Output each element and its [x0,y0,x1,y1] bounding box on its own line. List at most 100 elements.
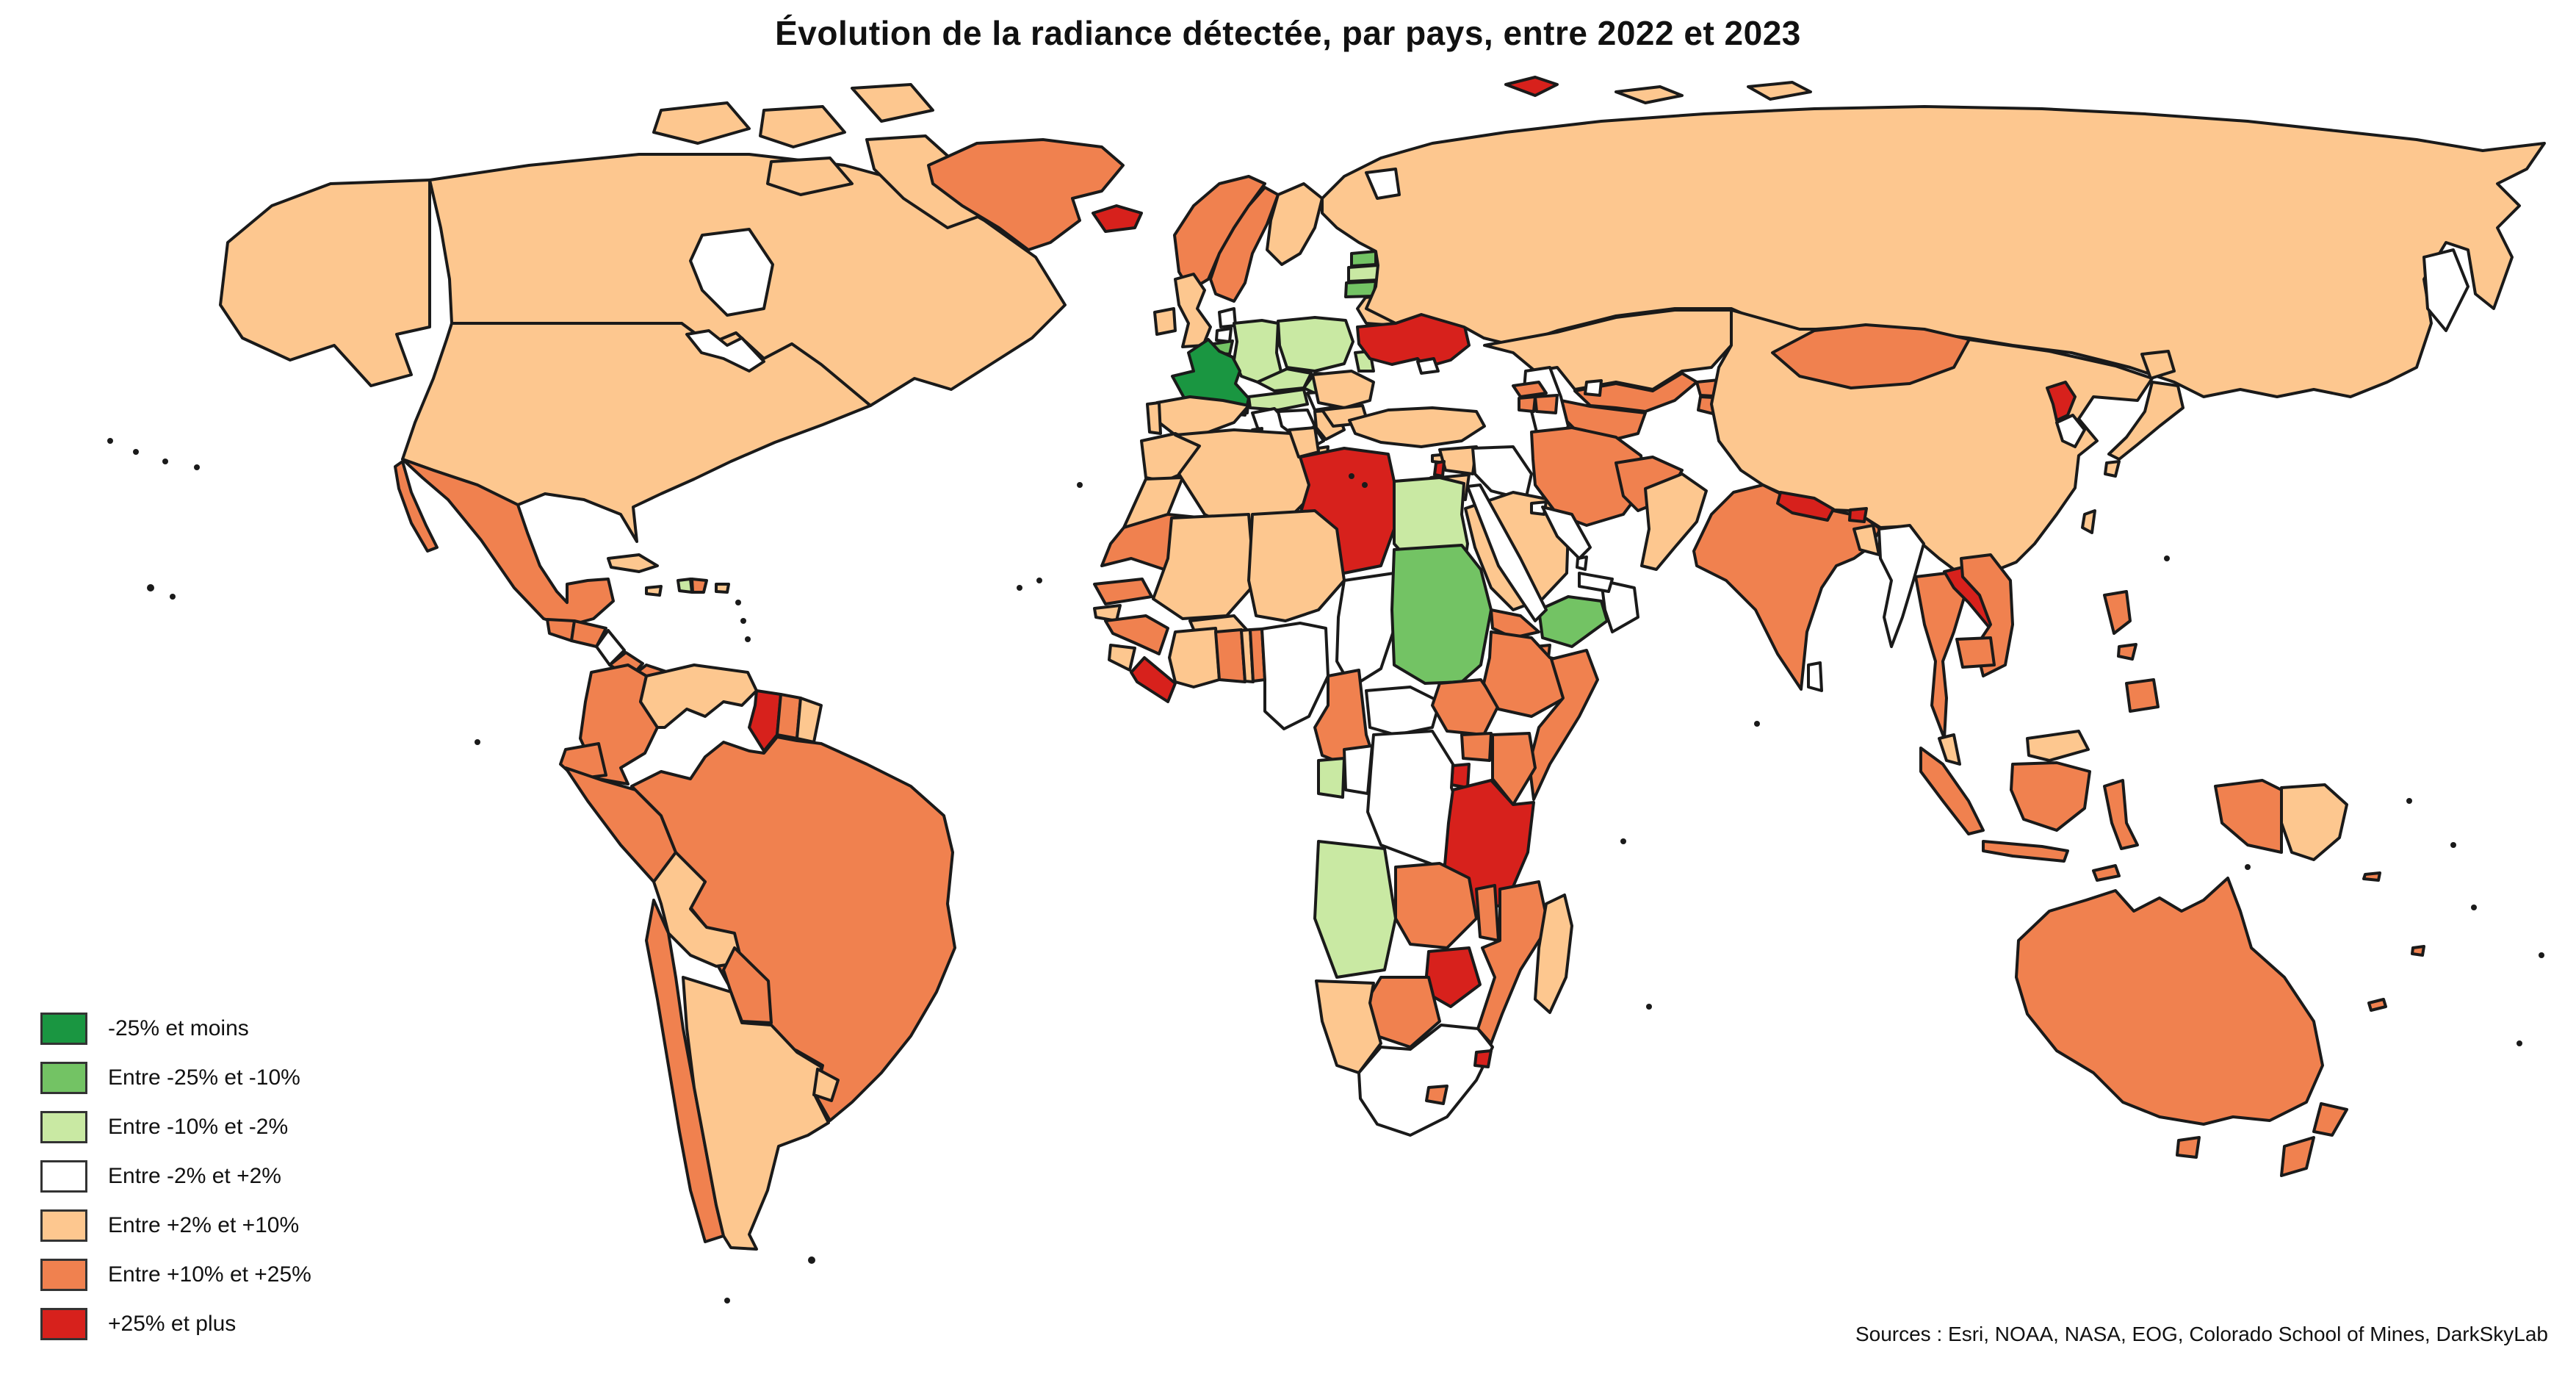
sea-red-sea [1466,483,1548,622]
country-russia [1321,105,2546,398]
country-kuwait [1530,500,1548,516]
legend-row: +25% et plus [40,1308,311,1340]
country-ireland [1153,307,1177,336]
country-finland [1266,182,1324,266]
legend-swatch-white [40,1160,87,1193]
country-angola [1313,840,1397,979]
country-japan-hokkaido [2140,350,2176,380]
country-guatemala [546,618,576,642]
region-crimea [1416,357,1440,375]
country-australia-tasmania [2176,1136,2201,1159]
country-guinea [1104,614,1169,655]
minor-islands [107,438,2544,1304]
legend-label: Entre -10% et -2% [108,1115,289,1139]
legend-label: Entre +2% et +10% [108,1213,300,1237]
country-mexico [401,458,615,628]
country-romania [1311,370,1375,409]
country-thailand [1914,572,1966,740]
country-indonesia-sumatra [1919,747,1985,835]
legend-row: Entre +2% et +10% [40,1209,311,1242]
country-congo [1343,744,1374,795]
country-alaska [219,179,431,387]
country-french-guiana [795,697,823,744]
country-portugal [1146,401,1162,435]
country-turkey [1348,406,1486,448]
legend-swatch-red [40,1308,87,1340]
country-pakistan [1640,472,1708,571]
country-sri-lanka [1807,661,1823,692]
legend-swatch-light-green [40,1111,87,1143]
country-netherlands [1215,327,1233,343]
sources-credit: Sources : Esri, NOAA, NASA, EOG, Colorad… [1855,1323,2548,1345]
legend-label: +25% et plus [108,1312,237,1336]
country-venezuela [639,664,758,729]
country-new-zealand-north [2312,1102,2348,1137]
country-indonesia-kalimantan [2010,761,2091,832]
country-qatar [1576,555,1588,571]
country-mexico-baja [394,460,439,553]
country-malawi [1475,884,1500,942]
sea-white-sea [1365,168,1401,200]
country-nicaragua [595,629,626,666]
country-spain [1155,395,1250,436]
country-indonesia-papua [2214,779,2283,854]
country-japan-kyushu [2104,460,2121,478]
legend-swatch-orange [40,1259,87,1291]
country-nepal [1776,491,1835,522]
country-eritrea [1490,608,1540,639]
country-sudan [1390,544,1493,685]
country-yemen [1537,595,1609,648]
sea-aral [1584,379,1603,397]
country-japan-honshu [2107,381,2184,461]
country-liberia [1130,656,1177,703]
legend-label: -25% et moins [108,1016,249,1040]
country-ethiopia [1482,630,1581,718]
country-bhutan [1848,507,1868,523]
country-georgia [1512,381,1548,398]
sea-persian-gulf [1541,506,1592,560]
country-philippines-luzon [2103,590,2132,635]
country-new-caledonia [2367,998,2387,1012]
country-vietnam [1960,553,2014,677]
legend-row: Entre -10% et -2% [40,1111,311,1143]
country-armenia [1518,395,1537,413]
country-cote-divoire [1168,627,1221,688]
legend-label: Entre +10% et +25% [108,1262,311,1287]
country-iran [1530,426,1647,527]
country-puerto-rico [715,583,730,594]
country-svalbard [1504,76,1559,97]
legend-label: Entre -25% et -10% [108,1065,300,1090]
country-uruguay [812,1068,840,1102]
country-lesotho [1425,1085,1448,1105]
country-uae [1578,572,1614,593]
country-jamaica [645,585,663,597]
country-iceland [1092,204,1143,233]
country-lebanon [1433,460,1446,478]
country-senegal [1093,578,1153,605]
country-haiti [677,578,693,594]
country-fiji [2411,945,2425,957]
country-india [1692,483,1882,691]
country-austria [1247,388,1309,411]
country-indonesia-java [1982,840,2069,863]
legend-swatch-medium-green [40,1062,87,1094]
country-greenland [927,138,1125,251]
country-new-zealand-south [2280,1136,2315,1177]
country-sierra-leone [1108,644,1136,672]
country-myanmar [1877,524,1925,648]
legend-swatch-dark-green [40,1013,87,1045]
country-united-kingdom [1174,273,1212,348]
country-central-african-republic [1365,686,1441,736]
sea-hudson-bay [689,228,774,317]
legend-label: Entre -2% et +2% [108,1164,281,1188]
country-papua-new-guinea [2280,783,2348,861]
legend: -25% et moins Entre -25% et -10% Entre -… [40,1013,311,1340]
legend-row: Entre -25% et -10% [40,1062,311,1094]
legend-row: -25% et moins [40,1013,311,1045]
country-dominican-republic [690,578,708,594]
country-madagascar [1534,893,1573,1014]
country-australia [2015,877,2324,1126]
country-russia-arctic-islands [1614,81,1812,104]
country-cuba [607,553,659,573]
